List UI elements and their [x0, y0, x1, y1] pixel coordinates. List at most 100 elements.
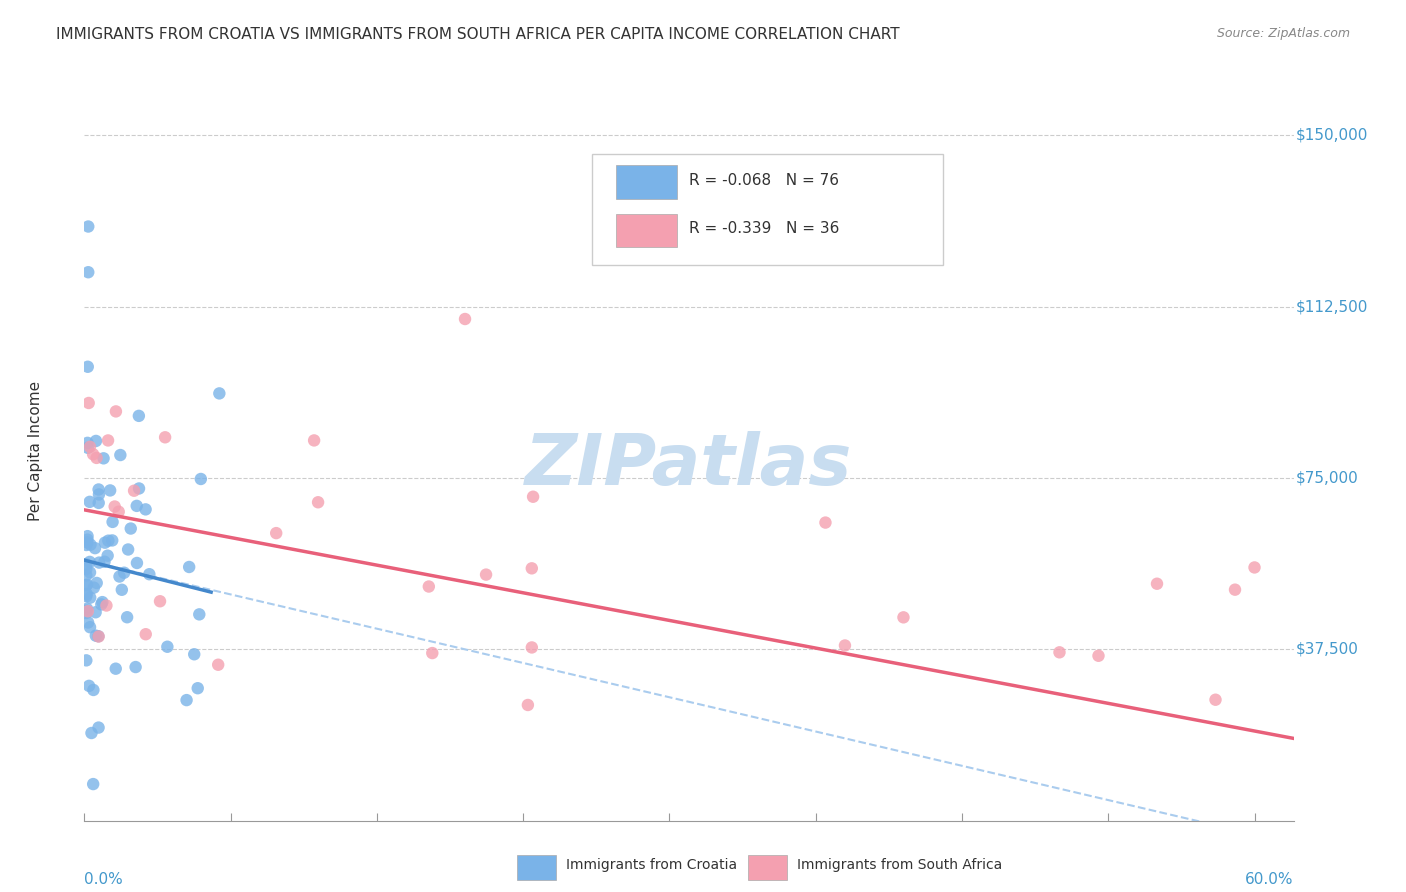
Point [420, 646, 443, 660]
Point [418, 580, 440, 594]
Point [516, 698, 538, 712]
Point [90, 598, 112, 612]
Point [76, 529, 98, 543]
Point [87, 483, 110, 497]
Point [520, 561, 543, 575]
Point [79, 620, 101, 634]
Point [76, 535, 98, 549]
Point [101, 515, 124, 529]
Point [115, 610, 138, 624]
Point [179, 560, 201, 574]
Point [84, 605, 107, 619]
Point [77, 615, 100, 630]
Point [188, 607, 211, 622]
Point [522, 490, 544, 504]
Text: $37,500: $37,500 [1296, 641, 1358, 657]
Point [76, 577, 98, 591]
Point [87, 721, 110, 735]
Point [75, 589, 97, 603]
Point [124, 660, 146, 674]
Point [153, 430, 176, 444]
Point [76, 601, 98, 615]
Point [111, 582, 134, 597]
Text: IMMIGRANTS FROM CROATIA VS IMMIGRANTS FROM SOUTH AFRICA PER CAPITA INCOME CORREL: IMMIGRANTS FROM CROATIA VS IMMIGRANTS FR… [56, 27, 900, 42]
Point [107, 505, 129, 519]
Point [128, 482, 150, 496]
Point [77, 265, 100, 279]
Point [190, 472, 212, 486]
Point [79, 566, 101, 580]
Text: $75,000: $75,000 [1296, 470, 1358, 485]
Point [112, 566, 135, 580]
Point [264, 526, 287, 541]
Point [89, 556, 111, 570]
Point [82, 777, 104, 791]
Text: $150,000: $150,000 [1296, 128, 1368, 143]
Point [86, 450, 108, 465]
Point [104, 404, 127, 418]
Point [77, 604, 100, 618]
Point [75, 568, 97, 582]
Point [207, 657, 229, 672]
Text: Immigrants from Croatia: Immigrants from Croatia [565, 858, 737, 872]
Point [97, 549, 120, 563]
Point [79, 591, 101, 605]
Point [814, 516, 837, 530]
Point [82, 447, 104, 461]
Point [1205, 692, 1227, 706]
Point [96, 599, 118, 613]
Bar [517, 855, 555, 880]
Point [125, 556, 148, 570]
Point [87, 496, 110, 510]
Point [138, 567, 160, 582]
Point [101, 533, 124, 548]
Text: R = -0.068   N = 76: R = -0.068 N = 76 [689, 173, 839, 187]
Point [84, 434, 107, 448]
Point [97, 533, 120, 548]
Bar [748, 855, 787, 880]
Point [834, 639, 856, 653]
Point [135, 502, 157, 516]
Point [76, 587, 98, 601]
Point [79, 440, 101, 454]
Point [87, 487, 110, 501]
Text: 0.0%: 0.0% [84, 872, 124, 888]
Point [75, 562, 97, 576]
Point [80, 726, 103, 740]
Point [176, 693, 198, 707]
Point [122, 483, 145, 498]
Point [75, 606, 97, 620]
Point [76, 533, 98, 547]
Point [83, 581, 105, 595]
Point [1049, 645, 1071, 659]
Point [208, 386, 231, 401]
Point [94, 535, 117, 549]
Point [75, 604, 97, 618]
Point [1146, 576, 1168, 591]
Point [93, 451, 115, 466]
Point [1243, 560, 1265, 574]
Point [1223, 582, 1246, 597]
Text: Per Capita Income: Per Capita Income [28, 380, 44, 521]
Point [125, 499, 148, 513]
Point [104, 662, 127, 676]
Point [135, 627, 157, 641]
Point [117, 542, 139, 557]
Point [98, 483, 121, 498]
Point [110, 448, 132, 462]
Point [84, 629, 107, 643]
FancyBboxPatch shape [616, 165, 676, 199]
Point [77, 219, 100, 234]
Point [82, 683, 104, 698]
Point [108, 569, 131, 583]
Point [91, 595, 114, 609]
Point [120, 522, 142, 536]
Point [76, 435, 98, 450]
Point [84, 541, 107, 556]
FancyBboxPatch shape [616, 213, 676, 247]
Point [302, 434, 325, 448]
Point [156, 640, 179, 654]
Point [97, 434, 120, 448]
Point [520, 640, 543, 655]
Point [87, 629, 110, 643]
